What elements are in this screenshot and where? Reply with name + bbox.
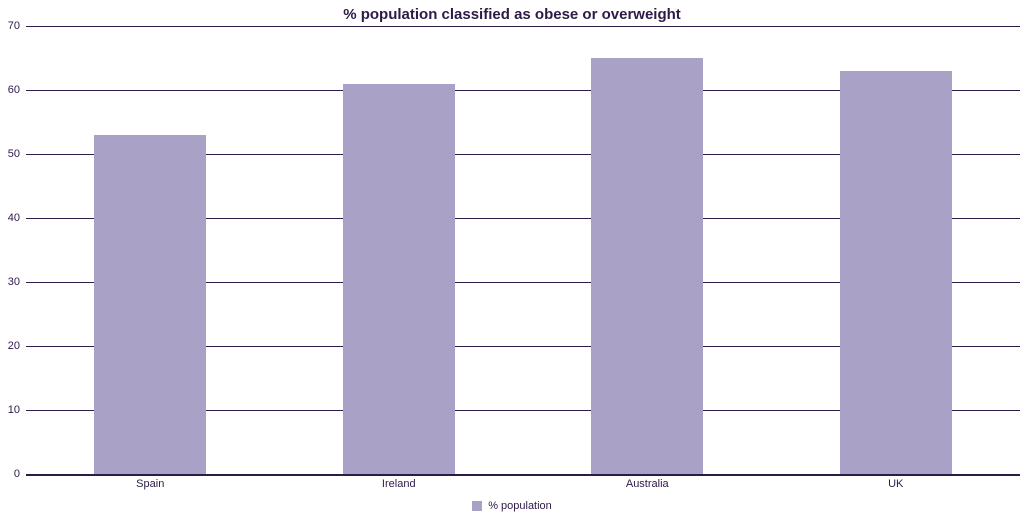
- x-tick-label: Ireland: [382, 478, 416, 490]
- y-tick-label: 30: [0, 276, 20, 288]
- plot-area: [26, 26, 1020, 474]
- y-tick-label: 70: [0, 20, 20, 32]
- legend-label: % population: [488, 500, 552, 512]
- bar: [591, 58, 703, 474]
- y-tick-label: 60: [0, 84, 20, 96]
- legend-swatch: [472, 501, 482, 511]
- gridline: [26, 26, 1020, 27]
- y-tick-label: 20: [0, 340, 20, 352]
- bar: [343, 84, 455, 474]
- bar: [94, 135, 206, 474]
- gridline: [26, 474, 1020, 476]
- x-tick-label: Spain: [136, 478, 164, 490]
- y-tick-label: 50: [0, 148, 20, 160]
- x-tick-label: UK: [888, 478, 903, 490]
- y-tick-label: 0: [0, 468, 20, 480]
- obesity-bar-chart: % population classified as obese or over…: [0, 0, 1024, 523]
- y-tick-label: 40: [0, 212, 20, 224]
- bar: [840, 71, 952, 474]
- chart-title: % population classified as obese or over…: [0, 6, 1024, 23]
- x-tick-label: Australia: [626, 478, 669, 490]
- y-tick-label: 10: [0, 404, 20, 416]
- legend: % population: [0, 500, 1024, 512]
